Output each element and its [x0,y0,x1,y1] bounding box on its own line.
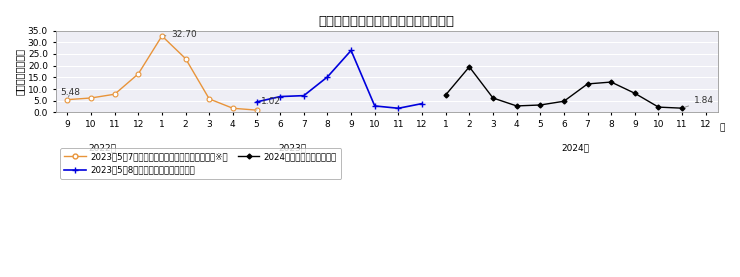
2023年5月7日までの定点当たり報告数（参考値※） [229,107,238,110]
2024年の定点当たり報告数 [488,96,497,100]
2023年5月7日までの定点当たり報告数（参考値※） [87,96,95,100]
2024年の定点当たり報告数 [512,104,521,107]
2024年の定点当たり報告数 [465,65,474,68]
Line: 2023年5月8日以降の定点当たり報告数: 2023年5月8日以降の定点当たり報告数 [254,48,425,111]
2023年5月7日までの定点当たり報告数（参考値※） [252,108,261,112]
Text: 1.84: 1.84 [684,96,714,107]
Text: 2024年: 2024年 [562,143,590,152]
2023年5月7日までの定点当たり報告数（参考値※） [134,72,143,76]
Title: 新型コロナウイルス感染症（埼玉県）: 新型コロナウイルス感染症（埼玉県） [318,15,454,28]
Text: 2023年: 2023年 [278,143,306,152]
2024年の定点当たり報告数 [654,106,663,109]
2023年5月8日以降の定点当たり報告数 [300,94,309,97]
2024年の定点当たり報告数 [583,82,592,86]
Text: 1.02: 1.02 [257,97,281,110]
2024年の定点当たり報告数 [678,107,687,110]
2023年5月8日以降の定点当たり報告数 [346,49,355,52]
2024年の定点当たり報告数 [607,80,616,84]
Y-axis label: 定点当たり報告数: 定点当たり報告数 [15,48,25,95]
2024年の定点当たり報告数 [441,93,450,97]
2023年5月7日までの定点当たり報告数（参考値※） [110,93,119,96]
Line: 2024年の定点当たり報告数: 2024年の定点当たり報告数 [444,65,684,110]
Text: 2022年: 2022年 [89,143,117,152]
2023年5月8日以降の定点当たり報告数 [417,102,426,105]
2023年5月7日までの定点当たり報告数（参考値※） [63,98,72,101]
2024年の定点当たり報告数 [630,92,639,95]
2023年5月8日以降の定点当たり報告数 [370,104,379,107]
2024年の定点当たり報告数 [536,103,545,107]
Text: 月: 月 [720,124,725,133]
2023年5月7日までの定点当たり報告数（参考値※） [181,57,190,60]
2023年5月7日までの定点当たり報告数（参考値※） [158,34,166,38]
Text: 5.48: 5.48 [60,88,80,97]
2023年5月8日以降の定点当たり報告数 [394,107,403,110]
2024年の定点当たり報告数 [559,100,568,103]
Text: 32.70: 32.70 [165,30,197,39]
2023年5月8日以降の定点当たり報告数 [252,100,261,104]
Legend: 2023年5月7日までの定点当たり報告数（参考値※）, 2023年5月8日以降の定点当たり報告数, 2024年の定点当たり報告数: 2023年5月7日までの定点当たり報告数（参考値※）, 2023年5月8日以降の… [60,148,341,179]
2023年5月7日までの定点当たり報告数（参考値※） [205,97,214,101]
Line: 2023年5月7日までの定点当たり報告数（参考値※）: 2023年5月7日までの定点当たり報告数（参考値※） [65,34,259,112]
2023年5月8日以降の定点当たり報告数 [276,95,285,98]
2023年5月8日以降の定点当たり報告数 [323,75,332,79]
